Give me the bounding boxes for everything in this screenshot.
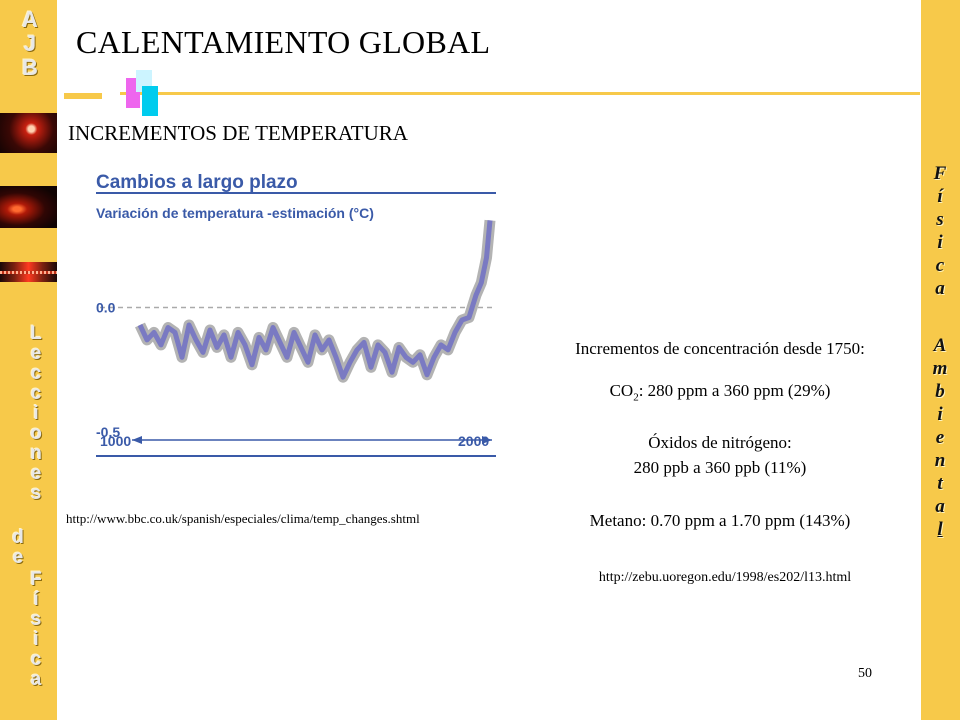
ajb-letter: B bbox=[22, 55, 38, 80]
fisica-right-letter: F bbox=[933, 163, 947, 184]
x-axis-arrowhead-right bbox=[482, 436, 492, 444]
ambiental-letter: n bbox=[934, 450, 946, 471]
chart-subtitle: Variación de temperatura -estimación (°C… bbox=[96, 205, 374, 221]
ambiental-letter: t bbox=[937, 473, 943, 494]
ambiental-letter: e bbox=[935, 427, 945, 448]
concentration-source-link[interactable]: http://zebu.uoregon.edu/1998/es202/l13.h… bbox=[598, 570, 852, 585]
x-tick-label: 2000 bbox=[458, 433, 489, 449]
nox-values: 280 ppb a 360 ppb (11%) bbox=[633, 458, 807, 477]
co2-line: CO2: 280 ppm a 360 ppm (29%) bbox=[520, 381, 920, 403]
co2-values: : 280 ppm a 360 ppm (29%) bbox=[638, 381, 831, 400]
lecciones-letter: e bbox=[30, 463, 42, 484]
nox-label: Óxidos de nitrógeno: bbox=[648, 433, 792, 452]
ambiental-letter: l bbox=[937, 519, 943, 540]
thumbnail-image-2[interactable] bbox=[0, 186, 57, 228]
x-axis-arrowhead-left bbox=[132, 436, 142, 444]
chart-title: Cambios a largo plazo bbox=[96, 172, 298, 193]
ambiental-letter: i bbox=[937, 404, 943, 425]
title-underline-bar bbox=[64, 93, 102, 99]
nox-block: Óxidos de nitrógeno: 280 ppb a 360 ppb (… bbox=[520, 430, 920, 480]
de-letter: e bbox=[12, 547, 24, 568]
decorative-shape-cyan bbox=[142, 86, 158, 116]
co2-subscript: 2 bbox=[633, 391, 639, 404]
fisica-left-letter: F bbox=[30, 569, 42, 590]
fisica-left-letter: c bbox=[30, 649, 42, 670]
fisica-right-letter: s bbox=[936, 209, 944, 230]
concentration-heading: Incrementos de concentración desde 1750: bbox=[575, 339, 865, 358]
fisica-right-letter: í bbox=[937, 186, 943, 207]
x-tick-label: 1000 bbox=[100, 433, 131, 449]
temperature-chart: Cambios a largo plazo Variación de tempe… bbox=[60, 160, 505, 465]
y-tick-label: 0.0 bbox=[96, 300, 116, 316]
y-tick-label: -0.5 bbox=[96, 424, 120, 440]
lecciones-letter: s bbox=[30, 483, 42, 504]
fisica-left-letter: s bbox=[30, 609, 42, 630]
de-letter: d bbox=[12, 527, 24, 548]
fisica-right-letter: c bbox=[935, 255, 945, 276]
chart-source-link[interactable]: http://www.bbc.co.uk/spanish/especiales/… bbox=[66, 511, 420, 526]
series-line bbox=[137, 220, 493, 380]
slide-title: CALENTAMIENTO GLOBAL bbox=[76, 24, 491, 60]
fisica-right-letter: i bbox=[937, 232, 943, 253]
right-sidebar bbox=[921, 0, 960, 720]
ajb-letter: A bbox=[22, 7, 38, 32]
fisica-left-letter: i bbox=[33, 629, 39, 650]
co2-prefix: CO bbox=[609, 381, 634, 400]
page-number: 50 bbox=[858, 666, 872, 681]
methane-line: Metano: 0.70 ppm a 1.70 ppm (143%) bbox=[589, 511, 851, 530]
lecciones-letter: e bbox=[30, 343, 42, 364]
title-underline bbox=[120, 92, 920, 95]
lecciones-letter: c bbox=[30, 363, 42, 384]
ambiental-letter: m bbox=[932, 358, 948, 379]
ajb-letter: J bbox=[23, 31, 37, 56]
fisica-left-letter: í bbox=[33, 589, 39, 610]
fisica-left-letter: a bbox=[30, 669, 42, 690]
slide-subtitle: INCREMENTOS DE TEMPERATURA bbox=[68, 121, 408, 145]
lecciones-letter: n bbox=[30, 443, 42, 464]
ambiental-letter: b bbox=[935, 381, 945, 402]
ambiental-letter: A bbox=[933, 335, 947, 356]
thumbnail-image-3[interactable] bbox=[0, 262, 57, 282]
lecciones-letter: i bbox=[33, 403, 39, 424]
lecciones-letter: c bbox=[30, 383, 42, 404]
lecciones-letter: L bbox=[30, 323, 42, 344]
lecciones-letter: o bbox=[30, 423, 42, 444]
fisica-right-letter: a bbox=[935, 278, 945, 299]
thumbnail-image-1[interactable] bbox=[0, 113, 57, 153]
ambiental-letter: a bbox=[935, 496, 945, 517]
